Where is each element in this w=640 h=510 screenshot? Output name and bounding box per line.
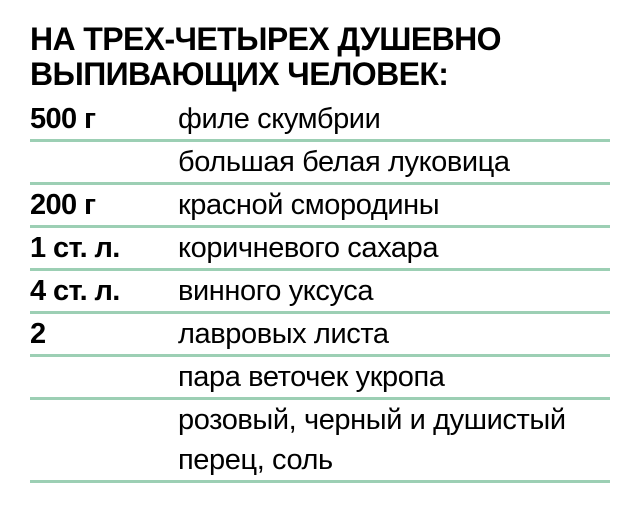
ingredient-quantity: 1 ст. л. — [30, 231, 120, 264]
ingredient-row: 500 г филе скумбрии — [30, 99, 610, 142]
ingredient-row: большая белая луковица — [30, 142, 610, 185]
ingredient-quantity: 4 ст. л. — [30, 274, 120, 307]
ingredient-name: пара веточек укропа — [178, 361, 445, 393]
ingredient-row: 200 г красной смородины — [30, 185, 610, 228]
ingredient-row: пара веточек укропа — [30, 357, 610, 400]
ingredient-name: винного уксуса — [178, 275, 374, 307]
ingredient-row: розовый, черный и душистый перец, соль — [30, 400, 610, 483]
ingredient-row: 2 лавровых листа — [30, 314, 610, 357]
ingredient-quantity: 200 г — [30, 188, 96, 221]
ingredient-row: 1 ст. л. коричневого сахара — [30, 228, 610, 271]
title-line-2: ВЫПИВАЮЩИХ ЧЕЛОВЕК: — [30, 56, 449, 92]
title-line-1: НА ТРЕХ-ЧЕТЫРЕХ ДУШЕВНО — [30, 21, 501, 57]
ingredient-name: большая белая луковица — [178, 146, 510, 178]
page-title: НА ТРЕХ-ЧЕТЫРЕХ ДУШЕВНО ВЫПИВАЮЩИХ ЧЕЛОВ… — [30, 22, 610, 92]
ingredient-name: коричневого сахара — [178, 232, 439, 264]
ingredient-name: красной смородины — [178, 189, 440, 221]
ingredient-name: розовый, черный и душистый перец, соль — [178, 404, 566, 476]
ingredient-name: филе скумбрии — [178, 103, 381, 135]
ingredient-quantity: 2 — [30, 317, 46, 350]
ingredient-quantity: 500 г — [30, 102, 96, 135]
ingredient-list: 500 г филе скумбрии большая белая лукови… — [30, 99, 610, 483]
ingredient-name: лавровых листа — [178, 318, 389, 350]
recipe-card: НА ТРЕХ-ЧЕТЫРЕХ ДУШЕВНО ВЫПИВАЮЩИХ ЧЕЛОВ… — [30, 22, 610, 483]
ingredient-row: 4 ст. л. винного уксуса — [30, 271, 610, 314]
